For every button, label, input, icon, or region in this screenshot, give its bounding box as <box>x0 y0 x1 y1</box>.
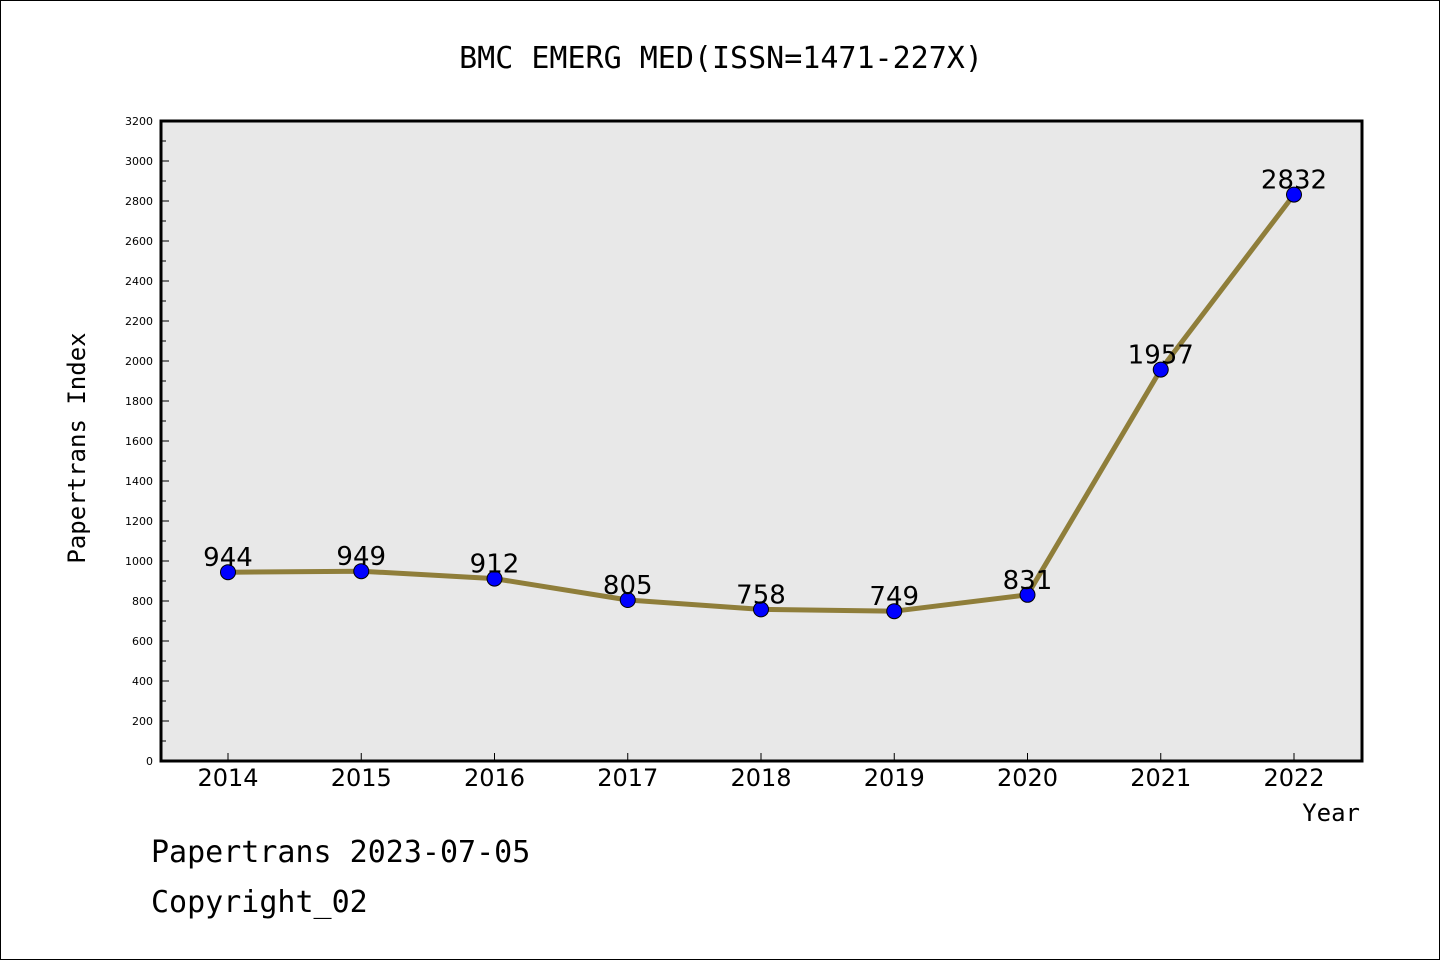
x-tick-label: 2016 <box>464 764 525 792</box>
data-label: 949 <box>336 542 386 572</box>
x-tick-label: 2014 <box>197 764 258 792</box>
y-axis-label: Papertrans Index <box>63 332 91 563</box>
data-point <box>619 592 636 608</box>
y-tick-label: 2200 <box>125 315 153 328</box>
footer-date-text: Papertrans 2023-07-05 <box>151 835 531 870</box>
x-axis: 2014 2015 2016 2017 2018 2019 2020 2021 2022 <box>197 753 1325 792</box>
x-tick-label: 2019 <box>864 764 925 792</box>
x-tick-label: 2018 <box>730 764 791 792</box>
data-label: 1957 <box>1128 341 1194 371</box>
data-label: 805 <box>603 571 653 601</box>
y-tick-label: 0 <box>146 755 153 768</box>
y-tick-label: 1400 <box>125 475 153 488</box>
y-tick-label: 800 <box>132 595 153 608</box>
footer-copyright-text: Copyright_02 <box>151 885 368 920</box>
chart-title: BMC EMERG MED(ISSN=1471-227X) <box>459 41 983 76</box>
y-tick-label: 1600 <box>125 435 153 448</box>
y-tick-label: 1800 <box>125 395 153 408</box>
data-point <box>753 601 769 618</box>
data-point <box>486 570 503 587</box>
y-tick-label: 1000 <box>125 555 153 568</box>
x-tick-label: 2021 <box>1130 764 1191 792</box>
data-label-layer: 944 949 912 805 758 749 831 1957 2832 <box>203 166 1327 613</box>
y-tick-label: 2000 <box>125 355 153 368</box>
data-label: 912 <box>470 550 520 580</box>
data-point <box>1019 586 1036 603</box>
data-point <box>220 564 236 581</box>
y-tick-label: 600 <box>132 635 153 648</box>
y-tick-label: 400 <box>132 675 153 688</box>
data-point <box>1152 361 1169 378</box>
data-label: 749 <box>869 582 919 612</box>
x-axis-label: Year <box>1302 799 1360 827</box>
data-label: 758 <box>736 580 786 610</box>
y-tick-label: 1200 <box>125 515 153 528</box>
series-layer <box>220 186 1302 620</box>
data-point <box>353 563 370 580</box>
plot-area <box>159 119 1364 763</box>
y-tick-label: 2800 <box>125 195 153 208</box>
x-tick-label: 2017 <box>597 764 658 792</box>
x-tick-label: 2015 <box>331 764 392 792</box>
y-tick-label: 3200 <box>125 115 153 128</box>
y-axis: 0 200 400 600 800 1000 1200 1400 1600 1800 2000 220… <box>125 115 169 768</box>
y-tick-label: 3000 <box>125 155 153 168</box>
x-tick-label: 2022 <box>1263 764 1324 792</box>
data-point <box>886 603 903 620</box>
x-tick-label: 2020 <box>997 764 1058 792</box>
y-tick-label: 200 <box>132 715 153 728</box>
data-label: 831 <box>1003 566 1053 596</box>
y-tick-label: 2600 <box>125 235 153 248</box>
data-label: 944 <box>203 543 253 573</box>
data-label: 2832 <box>1261 166 1327 196</box>
data-point <box>1286 186 1302 203</box>
y-tick-label: 2400 <box>125 275 153 288</box>
